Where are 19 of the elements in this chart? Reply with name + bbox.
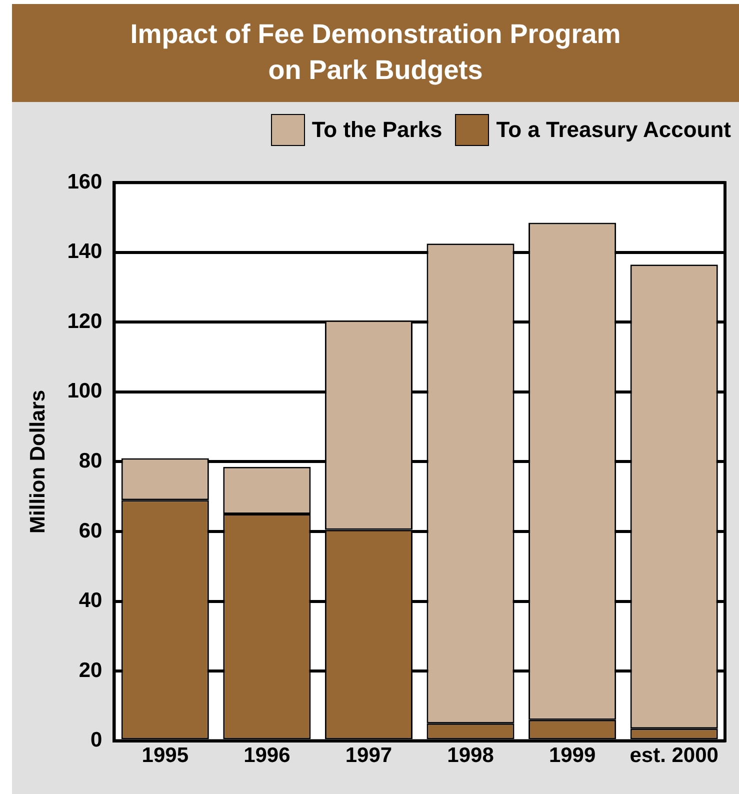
y-tick-label: 140 <box>67 240 102 264</box>
y-tick-label: 60 <box>78 519 102 542</box>
chart-title: Impact of Fee Demonstration Program on Park Budgets <box>12 4 739 102</box>
y-tick-label: 120 <box>67 310 102 333</box>
y-axis-title: Million Dollars <box>26 390 50 534</box>
x-tick-label: 1997 <box>345 744 392 768</box>
y-tick-label: 20 <box>78 658 102 682</box>
x-tick-label: 1998 <box>447 744 494 768</box>
y-tick-label: 40 <box>78 589 102 612</box>
x-tick-label: 1996 <box>244 744 290 768</box>
y-tick-label: 160 <box>67 170 102 194</box>
x-tick-label: est. 2000 <box>630 744 718 768</box>
legend-label: To a Treasury Account <box>496 117 731 143</box>
legend-label: To the Parks <box>312 117 442 143</box>
y-tick-label: 0 <box>90 728 102 752</box>
y-tick-label: 80 <box>78 449 102 472</box>
x-tick-label: 1999 <box>548 744 596 768</box>
y-tick-label: 100 <box>67 380 102 403</box>
x-tick-label: 1995 <box>142 744 189 768</box>
